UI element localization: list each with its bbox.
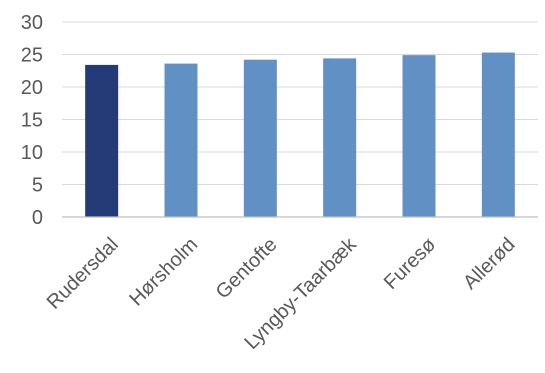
bar-h-rsholm [164,63,198,217]
y-tick-label: 5 [32,175,43,197]
bars [85,52,515,218]
bar-rudersdal [85,64,119,218]
gridlines [62,21,538,185]
y-tick-label: 25 [21,45,43,67]
x-category-label: Gentofte [212,234,282,304]
bar-fures- [402,55,436,218]
y-axis-ticks: 0 5 10 15 20 25 30 [21,12,43,229]
x-category-label: Furesø [380,234,440,294]
x-category-label: Rudersdal [43,234,123,314]
x-category-label: Allerød [459,234,519,294]
y-tick-label: 0 [32,207,43,229]
x-category-label: Hørsholm [125,234,202,311]
y-tick-label: 15 [21,110,43,132]
y-tick-label: 30 [21,12,43,34]
bar-gentofte [243,59,277,218]
y-tick-label: 10 [21,142,43,164]
bar-lyngby-taarb-k [323,58,357,218]
bar-aller-d [481,52,515,217]
y-tick-label: 20 [21,77,43,99]
